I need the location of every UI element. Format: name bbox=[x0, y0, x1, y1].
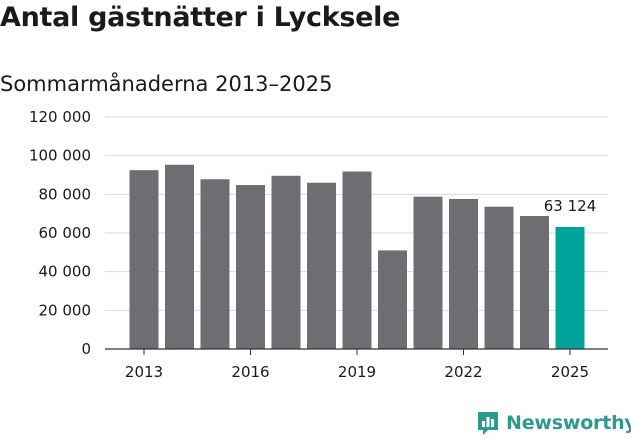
x-tick-label: 2022 bbox=[444, 363, 482, 381]
bar-2016 bbox=[236, 185, 265, 349]
y-tick-label: 40 000 bbox=[39, 263, 92, 281]
y-tick-label: 0 bbox=[81, 340, 91, 358]
bar-2013 bbox=[129, 170, 159, 349]
bar-2017 bbox=[271, 175, 301, 349]
data-labels: 63 124 bbox=[544, 197, 597, 215]
y-tick-label: 20 000 bbox=[39, 301, 92, 319]
bar-2020 bbox=[378, 250, 407, 349]
x-tick-label: 2025 bbox=[551, 363, 589, 381]
bar-2014 bbox=[165, 164, 194, 349]
bar-2018 bbox=[307, 182, 336, 349]
bar-2015 bbox=[200, 179, 230, 349]
newsworthy-logo-icon bbox=[478, 412, 498, 435]
y-tick-label: 120 000 bbox=[29, 108, 91, 126]
newsworthy-logo[interactable]: Newsworthy bbox=[476, 408, 631, 438]
bar-2025 bbox=[555, 226, 585, 349]
x-tick-label: 2016 bbox=[231, 363, 269, 381]
x-tick-label: 2019 bbox=[338, 363, 376, 381]
chart-subtitle: Sommarmånaderna 2013–2025 bbox=[0, 72, 333, 96]
x-axis-ticks: 2013 2016 2019 2022 2025 bbox=[125, 349, 589, 381]
bar-2022 bbox=[449, 198, 478, 349]
bar-2021 bbox=[413, 196, 443, 349]
bar-2023 bbox=[484, 206, 514, 349]
y-axis-ticks: 0 20 000 40 000 60 000 80 000 100 000 120 000 bbox=[29, 108, 91, 358]
bars bbox=[129, 164, 585, 349]
data-label: 63 124 bbox=[544, 197, 597, 215]
y-tick-label: 60 000 bbox=[39, 224, 92, 242]
x-tick-label: 2013 bbox=[125, 363, 163, 381]
y-tick-label: 100 000 bbox=[29, 147, 91, 165]
bar-2019 bbox=[342, 171, 372, 349]
newsworthy-logo-text: Newsworthy bbox=[506, 412, 631, 434]
y-tick-label: 80 000 bbox=[39, 185, 92, 203]
chart-title: Antal gästnätter i Lycksele bbox=[0, 2, 401, 33]
bar-2024 bbox=[520, 215, 549, 349]
